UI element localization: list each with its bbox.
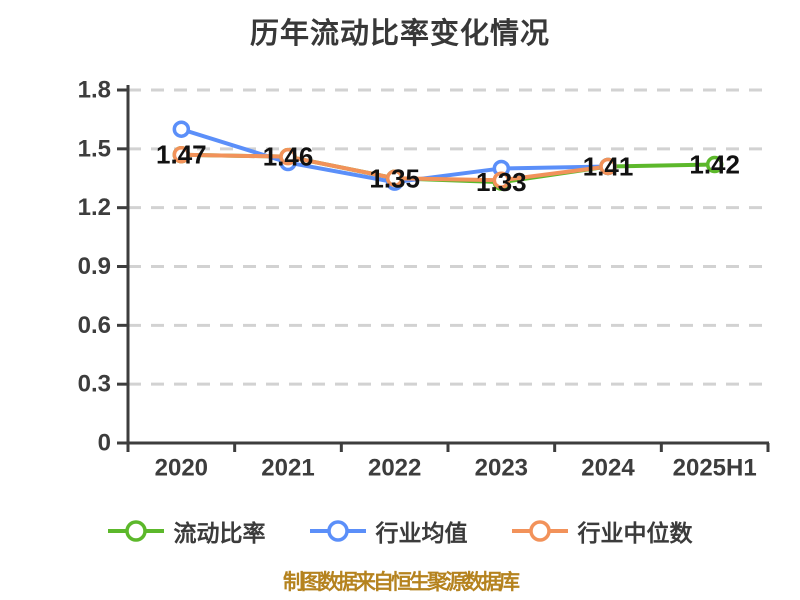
data-point-label: 1.41 xyxy=(583,151,634,181)
legend-marker-current-ratio xyxy=(107,520,164,542)
data-point-marker xyxy=(705,155,724,174)
x-axis-label: 2021 xyxy=(261,455,314,482)
data-point-marker xyxy=(492,171,511,189)
legend: 流动比率 行业均值 行业中位数 xyxy=(0,514,800,548)
legend-item-industry-mean[interactable]: 行业均值 xyxy=(309,514,468,548)
data-source-note: 制图数据来自恒生聚源数据库 xyxy=(283,571,520,594)
legend-item-industry-median[interactable]: 行业中位数 xyxy=(511,514,693,548)
y-axis-label: 0.3 xyxy=(78,371,111,398)
y-axis-label: 1.5 xyxy=(78,135,111,162)
data-point-label: 1.35 xyxy=(369,163,420,193)
y-axis-label: 0.6 xyxy=(78,312,111,339)
line-chart-plot-area: 0 0.3 0.6 0.9 1.2 1.5 1.8 2020 2021 2022 2023 2024 2… xyxy=(78,77,770,482)
data-point-marker xyxy=(599,157,617,176)
chart-title: 历年流动比率变化情况 xyxy=(249,18,550,50)
y-axis-label: 1.2 xyxy=(78,194,111,221)
x-axis-label: 2024 xyxy=(581,455,635,482)
legend-label-current-ratio: 流动比率 xyxy=(173,520,266,546)
legend-label-industry-median: 行业中位数 xyxy=(577,520,693,546)
data-point-marker xyxy=(172,120,191,138)
x-axis-label: 2022 xyxy=(368,455,421,482)
y-axis-label: 0 xyxy=(98,430,111,457)
x-axis-label: 2023 xyxy=(475,455,528,482)
data-point-label: 1.47 xyxy=(156,140,207,170)
legend-item-current-ratio[interactable]: 流动比率 xyxy=(107,514,266,548)
data-point-marker xyxy=(279,147,297,166)
legend-label-industry-mean: 行业均值 xyxy=(375,520,468,546)
data-point-label: 1.33 xyxy=(476,167,527,197)
legend-marker-industry-median xyxy=(511,520,568,542)
data-point-label: 1.42 xyxy=(689,150,740,180)
data-point-marker xyxy=(385,169,404,187)
x-axis-label: 2025H1 xyxy=(673,455,757,482)
legend-marker-industry-mean xyxy=(309,520,366,542)
data-point-marker xyxy=(172,145,191,164)
x-axis-label: 2020 xyxy=(155,455,208,482)
y-axis-label: 1.8 xyxy=(78,77,111,104)
y-axis-label: 0.9 xyxy=(78,253,111,280)
data-point-label: 1.46 xyxy=(263,142,314,172)
